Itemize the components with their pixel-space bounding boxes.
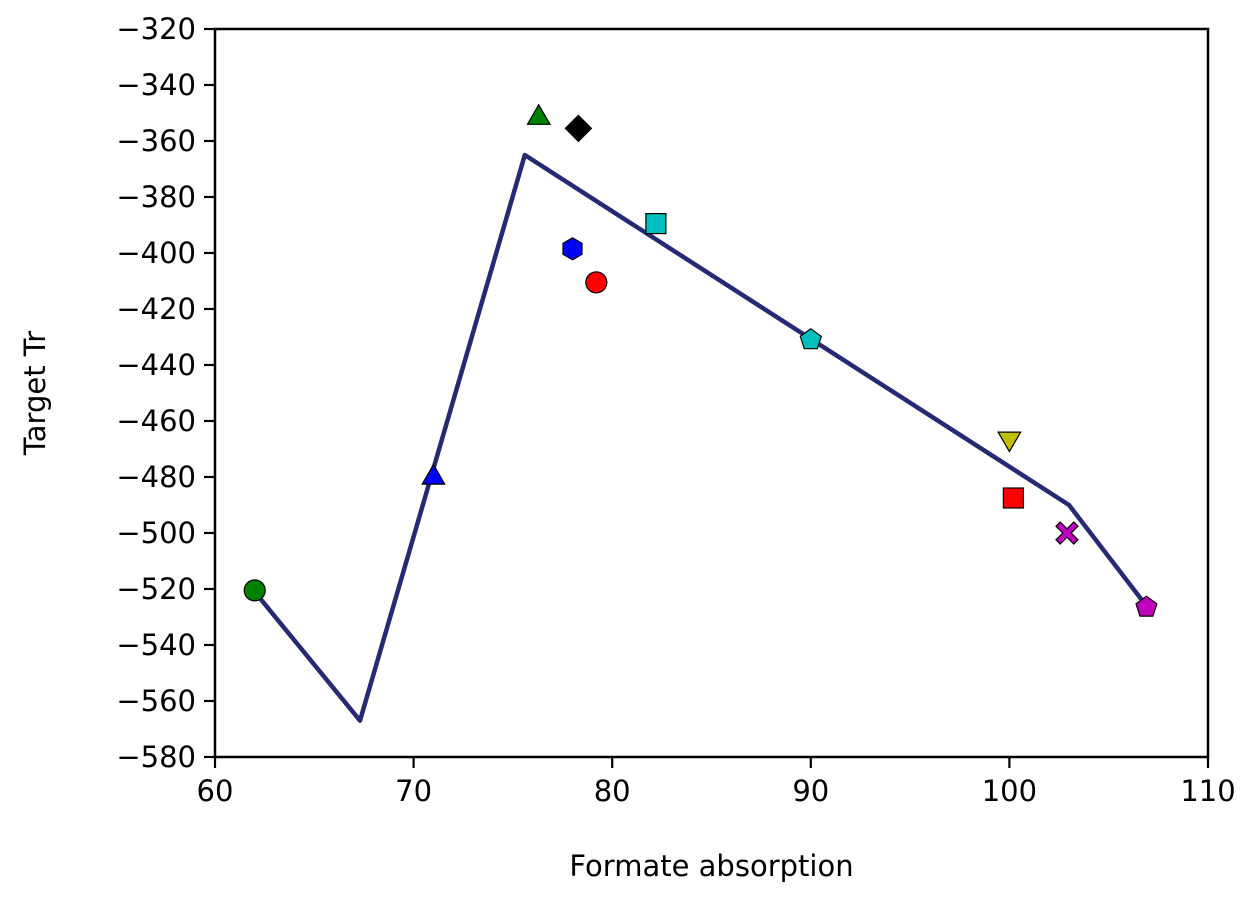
y-tick-label: −320 <box>116 12 196 46</box>
x-tick-label: 100 <box>982 774 1037 808</box>
y-tick-label: −360 <box>116 124 196 158</box>
data-point-triangle-up <box>421 463 446 485</box>
y-tick-label: −520 <box>116 572 196 606</box>
y-tick-label: −400 <box>116 236 196 270</box>
x-tick-label: 110 <box>1180 774 1235 808</box>
data-point-square <box>645 213 667 235</box>
x-tick-label: 60 <box>197 774 234 808</box>
data-point-x-filled <box>1055 521 1079 545</box>
x-tick-label: 70 <box>395 774 432 808</box>
axis-ticks: 60 70 80 90 100 110 −580 −560 −540 −520 −500 −480 −4… <box>116 12 1235 808</box>
y-tick-label: −500 <box>116 516 196 550</box>
data-point-triangle-up <box>526 103 552 125</box>
data-point-circle <box>243 579 266 602</box>
y-tick-label: −340 <box>116 68 196 102</box>
y-tick-label: −480 <box>116 460 196 494</box>
y-tick-label: −460 <box>116 404 196 438</box>
trend-line <box>252 152 1151 723</box>
y-tick-label: −540 <box>116 628 196 662</box>
y-tick-label: −560 <box>116 684 196 718</box>
data-point-pentagon <box>1135 595 1158 617</box>
y-tick-label: −580 <box>116 740 196 774</box>
plot-frame <box>213 27 1210 759</box>
data-point-square <box>1002 487 1024 509</box>
data-point-diamond <box>564 114 593 143</box>
y-tick-label: −380 <box>116 180 196 214</box>
data-markers <box>243 103 1158 617</box>
y-axis-label: Target Tr <box>18 331 52 456</box>
y-tick-label: −420 <box>116 292 196 326</box>
x-tick-label: 90 <box>792 774 829 808</box>
data-point-circle <box>585 271 608 294</box>
data-point-hexagon <box>562 237 583 261</box>
data-point-triangle-down <box>997 431 1022 453</box>
x-tick-label: 80 <box>594 774 631 808</box>
y-tick-label: −440 <box>116 348 196 382</box>
data-point-pentagon <box>799 328 823 350</box>
trend-line-series <box>252 152 1151 723</box>
x-axis-label: Formate absorption <box>569 849 853 883</box>
